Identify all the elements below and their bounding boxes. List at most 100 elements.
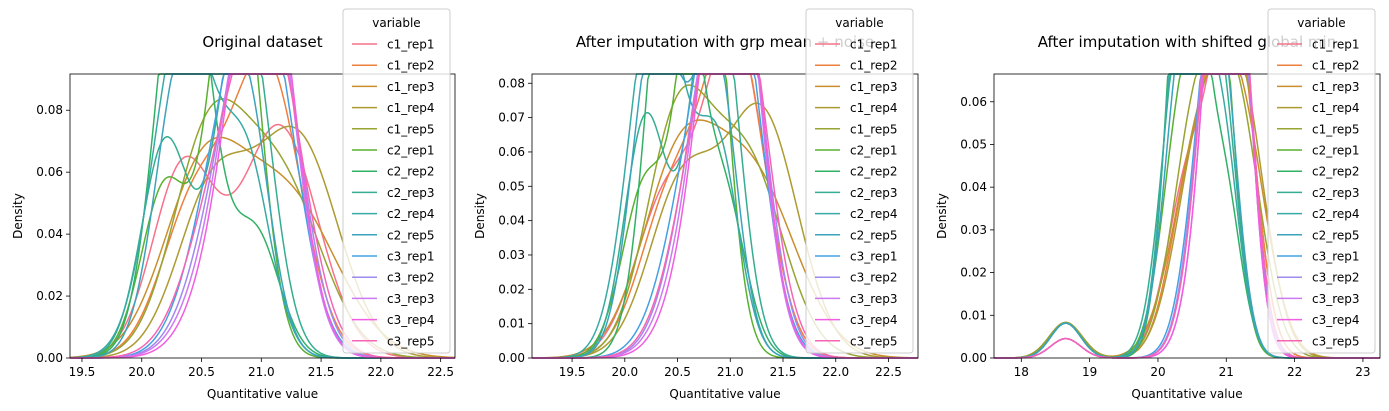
chart-title: After imputation with shifted global min xyxy=(1038,33,1336,51)
x-tick-label: 22.5 xyxy=(875,365,902,379)
axes-frame xyxy=(993,73,1381,359)
y-tick-label: 0.00 xyxy=(960,351,987,365)
chart-title: After imputation with grp mean + noise xyxy=(576,33,874,51)
legend-label: c3_rep3 xyxy=(850,292,898,306)
axes-frame xyxy=(69,73,456,359)
legend-item: c3_rep4 xyxy=(815,313,898,327)
density-line-c1_rep5 xyxy=(532,84,918,359)
legend-item: c2_rep3 xyxy=(1277,186,1360,200)
y-tick-label: 0.05 xyxy=(498,179,525,193)
legend-item: c3_rep3 xyxy=(815,292,898,306)
y-axis-label: Density xyxy=(935,193,949,239)
legend-label: c3_rep2 xyxy=(850,271,898,285)
legend-label: c1_rep3 xyxy=(387,80,435,94)
legend-item: c1_rep5 xyxy=(352,122,435,136)
legend-item: c1_rep2 xyxy=(1277,59,1360,73)
legend-item: c1_rep1 xyxy=(815,38,898,52)
x-axis-label: Quantitative value xyxy=(669,387,780,401)
x-tick-label: 22.0 xyxy=(368,365,395,379)
legend-label: c1_rep4 xyxy=(850,101,898,115)
legend-title: variable xyxy=(372,16,420,30)
legend-item: c2_rep1 xyxy=(1277,144,1360,158)
y-tick-label: 0.04 xyxy=(960,180,987,194)
legend-label: c2_rep3 xyxy=(387,186,435,200)
legend-label: c2_rep1 xyxy=(387,144,435,158)
y-tick-label: 0.03 xyxy=(498,248,525,262)
legend-label: c2_rep2 xyxy=(1312,165,1360,179)
legend-label: c3_rep2 xyxy=(387,271,435,285)
chart-panel-3: After imputation with shifted global min… xyxy=(935,8,1381,401)
axes-frame xyxy=(531,73,919,359)
x-tick-label: 20 xyxy=(1150,365,1165,379)
legend-item: c2_rep1 xyxy=(352,144,435,158)
x-tick-label: 21.0 xyxy=(717,365,744,379)
legend-label: c2_rep2 xyxy=(387,165,435,179)
legend-item: c1_rep2 xyxy=(815,59,898,73)
legend-item: c1_rep4 xyxy=(352,101,435,115)
legend-item: c2_rep5 xyxy=(352,228,435,242)
legend-label: c2_rep4 xyxy=(850,207,898,221)
x-tick-label: 21.0 xyxy=(248,365,275,379)
y-tick-label: 0.04 xyxy=(36,227,63,241)
y-tick-label: 0.08 xyxy=(498,76,525,90)
legend-label: c2_rep4 xyxy=(387,207,435,221)
legend-item: c1_rep1 xyxy=(352,38,435,52)
chart-panel-1: Original dataset 19.5 20.0 20.5 21.0 21.5 22.0… xyxy=(11,8,456,401)
legend-item: c1_rep4 xyxy=(815,101,898,115)
legend-label: c3_rep1 xyxy=(850,250,898,264)
y-tick-label: 0.06 xyxy=(960,95,987,109)
legend-item: c2_rep2 xyxy=(815,165,898,179)
y-tick-label: 0.03 xyxy=(960,223,987,237)
y-tick-label: 0.07 xyxy=(498,111,525,125)
y-tick-label: 0.08 xyxy=(36,103,63,117)
legend-item: c1_rep2 xyxy=(352,59,435,73)
legend-label: c3_rep1 xyxy=(1312,250,1360,264)
legend-box xyxy=(805,8,914,354)
legend-item: c3_rep4 xyxy=(352,313,435,327)
legend-item: c1_rep5 xyxy=(1277,122,1360,136)
legend-label: c3_rep3 xyxy=(1312,292,1360,306)
legend-label: c2_rep4 xyxy=(1312,207,1360,221)
legend-label: c2_rep1 xyxy=(1312,144,1360,158)
legend-item: c1_rep3 xyxy=(1277,80,1360,94)
legend-item: c3_rep3 xyxy=(1277,292,1360,306)
y-tick-label: 0.06 xyxy=(498,145,525,159)
legend-label: c2_rep2 xyxy=(850,165,898,179)
legend-label: c3_rep4 xyxy=(850,313,898,327)
legend-label: c3_rep3 xyxy=(387,292,435,306)
legend-label: c1_rep4 xyxy=(387,101,435,115)
legend-label: c1_rep5 xyxy=(1312,122,1360,136)
x-tick-label: 21.5 xyxy=(770,365,797,379)
legend-item: c2_rep1 xyxy=(815,144,898,158)
y-tick-label: 0.01 xyxy=(498,317,525,331)
legend-title: variable xyxy=(1297,16,1345,30)
legend: variable c1_rep1 c1_rep2 c1_rep3 c1_rep4 c1_r… xyxy=(342,8,451,354)
legend-label: c1_rep3 xyxy=(850,80,898,94)
legend-label: c3_rep4 xyxy=(1312,313,1360,327)
legend-item: c2_rep3 xyxy=(815,186,898,200)
x-tick-label: 20.5 xyxy=(664,365,691,379)
x-tick-label: 22.5 xyxy=(427,365,454,379)
x-tick-label: 18 xyxy=(1014,365,1029,379)
legend-box xyxy=(1267,8,1376,354)
legend: variable c1_rep1 c1_rep2 c1_rep3 c1_rep4 c1_r… xyxy=(1267,8,1376,354)
legend-item: c3_rep5 xyxy=(352,334,435,348)
legend-label: c2_rep5 xyxy=(387,228,435,242)
y-tick-label: 0.02 xyxy=(960,266,987,280)
y-tick-label: 0.01 xyxy=(960,308,987,322)
legend-item: c2_rep5 xyxy=(815,228,898,242)
x-axis-label: Quantitative value xyxy=(1131,387,1242,401)
legend-label: c1_rep2 xyxy=(387,59,435,73)
legend-label: c1_rep1 xyxy=(1312,38,1360,52)
chart-title: Original dataset xyxy=(202,33,322,51)
x-tick-label: 19 xyxy=(1082,365,1097,379)
legend-item: c3_rep1 xyxy=(815,250,898,264)
y-tick-label: 0.04 xyxy=(498,214,525,228)
legend-item: c2_rep3 xyxy=(352,186,435,200)
x-tick-label: 21 xyxy=(1219,365,1234,379)
legend-label: c3_rep4 xyxy=(387,313,435,327)
legend-title: variable xyxy=(835,16,883,30)
x-axis-label: Quantitative value xyxy=(207,387,318,401)
legend-item: c3_rep1 xyxy=(1277,250,1360,264)
